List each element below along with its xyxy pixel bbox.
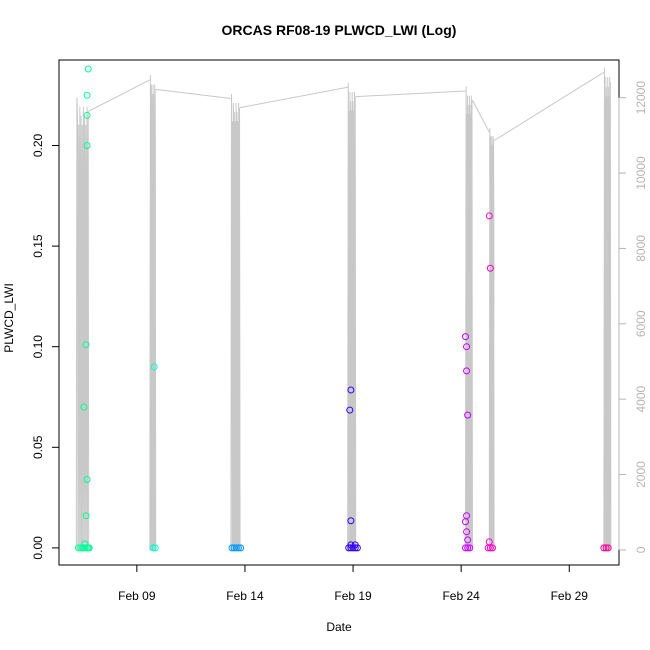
data-point bbox=[85, 544, 93, 552]
data-point bbox=[347, 386, 355, 394]
data-point bbox=[234, 544, 242, 552]
secondary-y-axis: 0 2000 4000 6000 8000 10000 12000 bbox=[618, 81, 648, 553]
data-point bbox=[464, 544, 472, 552]
secondary-y-tick-label: 12000 bbox=[634, 81, 648, 115]
secondary-y-tick-label: 6000 bbox=[634, 310, 648, 337]
data-point bbox=[600, 544, 608, 552]
y-tick-label: 0.20 bbox=[31, 134, 45, 158]
y-axis-label: PLWCD_LWI bbox=[2, 283, 16, 353]
x-axis-label: Date bbox=[326, 620, 352, 634]
secondary-y-tick-label: 0 bbox=[634, 546, 648, 553]
data-point bbox=[466, 544, 474, 552]
data-point bbox=[82, 341, 90, 349]
altitude-line bbox=[75, 67, 612, 550]
data-point bbox=[602, 544, 610, 552]
data-point bbox=[346, 406, 354, 414]
y-axis: 0.00 0.05 0.10 0.15 0.20 bbox=[31, 134, 60, 560]
x-tick-label: Feb 24 bbox=[442, 589, 480, 603]
altitude-line-layer bbox=[75, 67, 612, 550]
data-point bbox=[81, 540, 89, 548]
data-point bbox=[83, 91, 91, 99]
data-point bbox=[463, 367, 471, 375]
x-tick-label: Feb 14 bbox=[226, 589, 264, 603]
chart-title: ORCAS RF08-19 PLWCD_LWI (Log) bbox=[222, 22, 457, 38]
data-point bbox=[82, 512, 90, 520]
data-point bbox=[486, 264, 494, 272]
secondary-y-tick-label: 2000 bbox=[634, 461, 648, 488]
data-point bbox=[80, 403, 88, 411]
secondary-y-tick-label: 8000 bbox=[634, 235, 648, 262]
x-tick-label: Feb 09 bbox=[118, 589, 156, 603]
data-point bbox=[84, 65, 92, 73]
data-point bbox=[347, 541, 355, 549]
data-point bbox=[489, 544, 497, 552]
data-point bbox=[232, 544, 240, 552]
data-point bbox=[463, 528, 471, 536]
data-point bbox=[461, 333, 469, 341]
data-point bbox=[347, 517, 355, 525]
data-point bbox=[464, 411, 472, 419]
x-tick-label: Feb 29 bbox=[551, 589, 589, 603]
data-point bbox=[463, 343, 471, 351]
data-point bbox=[149, 544, 157, 552]
data-point bbox=[83, 142, 91, 150]
y-tick-label: 0.10 bbox=[31, 335, 45, 359]
data-point bbox=[485, 538, 493, 546]
secondary-y-tick-label: 10000 bbox=[634, 156, 648, 190]
x-tick-label: Feb 19 bbox=[334, 589, 372, 603]
data-points-layer bbox=[74, 65, 612, 552]
data-point bbox=[237, 544, 245, 552]
data-point bbox=[151, 544, 159, 552]
y-tick-label: 0.15 bbox=[31, 234, 45, 258]
y-tick-label: 0.05 bbox=[31, 435, 45, 459]
data-point bbox=[150, 363, 158, 371]
x-axis: Feb 09 Feb 14 Feb 19 Feb 24 Feb 29 bbox=[118, 564, 589, 603]
data-point bbox=[461, 518, 469, 526]
y-tick-label: 0.00 bbox=[31, 536, 45, 560]
data-point bbox=[464, 536, 472, 544]
data-point bbox=[351, 541, 359, 549]
data-point bbox=[83, 475, 91, 483]
data-point bbox=[461, 544, 469, 552]
data-point bbox=[604, 544, 612, 552]
plot-frame bbox=[58, 59, 620, 566]
data-point bbox=[83, 111, 91, 119]
secondary-y-tick-label: 4000 bbox=[634, 386, 648, 413]
data-point bbox=[81, 544, 89, 552]
data-point bbox=[485, 212, 493, 220]
